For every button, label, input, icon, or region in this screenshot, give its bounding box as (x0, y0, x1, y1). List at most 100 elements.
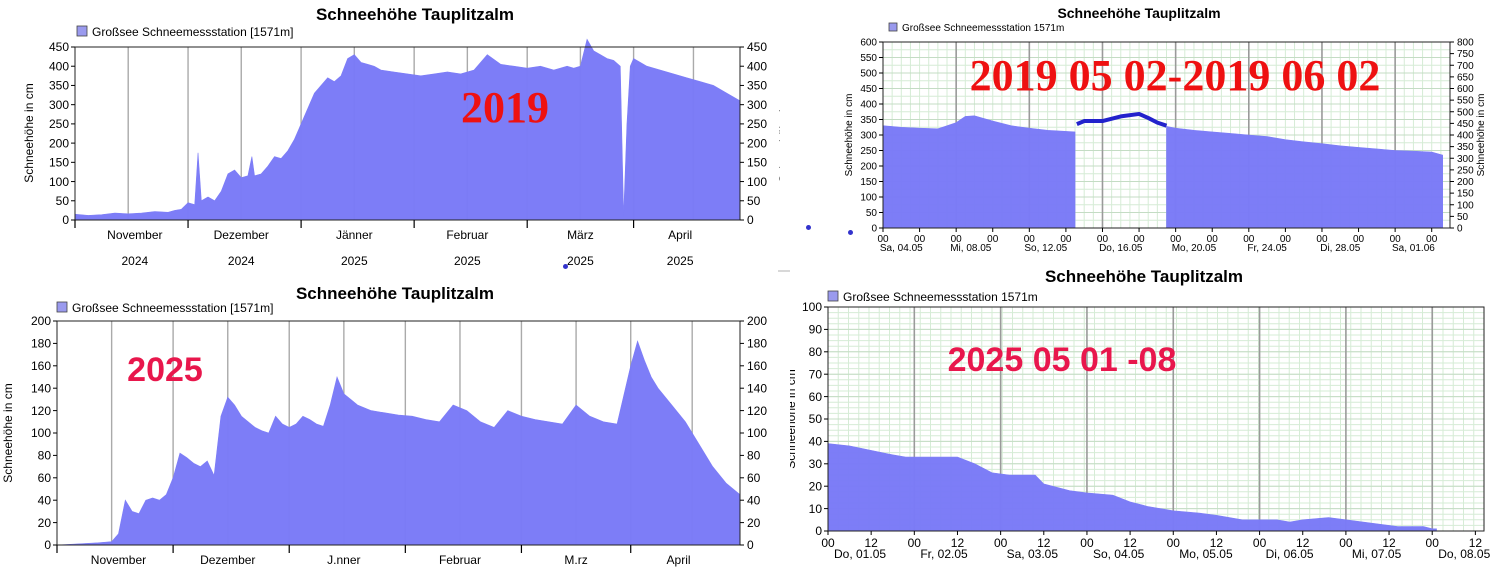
marker-dot (563, 264, 568, 269)
y-tick-label-right: 120 (747, 404, 767, 418)
y-tick-label-right: 160 (747, 359, 767, 373)
x-year-label: 2024 (121, 254, 148, 268)
x-year-label: 2025 (341, 254, 368, 268)
x-tick-label: 00 (1280, 234, 1292, 245)
chart-panel-2019: Schneehöhe Tauplitzalm Großsee Schneemess… (0, 0, 780, 272)
y-tick-label-right: 140 (747, 381, 767, 395)
y-tick-label: 100 (49, 175, 69, 189)
y-tick-label: 140 (31, 381, 51, 395)
chart-title: Schneehöhe Tauplitzalm (316, 5, 514, 24)
y-tick-label: 350 (860, 115, 877, 126)
overlay-annotation: 2025 (127, 351, 203, 389)
x-tick-label: 00 (914, 234, 926, 245)
x-tick-label: 00 (1316, 234, 1328, 245)
y-tick-label-right: 180 (747, 337, 767, 351)
x-month-label: J.nner (327, 553, 360, 567)
x-tick-label: 00 (1426, 234, 1438, 245)
x-tick-label: 12 (1037, 536, 1051, 550)
x-tick-label: 12 (1123, 536, 1137, 550)
overlay-annotation: 2019 (461, 83, 549, 132)
y-tick-label: 100 (802, 300, 822, 314)
y-tick-label: 150 (860, 177, 877, 188)
x-tick-label: 00 (1390, 234, 1402, 245)
series-area (1166, 125, 1443, 229)
y-tick-label-right: 0 (747, 538, 754, 552)
y-tick-label: 100 (31, 426, 51, 440)
legend-label: Großsee Schneemessstation 1571m (902, 23, 1064, 34)
x-tick-label: 12 (1382, 536, 1396, 550)
x-day-label: Mo, 05.05 (1179, 547, 1233, 561)
x-month-label: Februar (439, 553, 481, 567)
y-tick-label: 0 (871, 224, 877, 235)
y-tick-label-right: 200 (747, 314, 767, 328)
y-tick-label-right: 0 (1457, 224, 1463, 235)
y-axis-label: Schneehöhe in cm (1, 383, 15, 482)
y-tick-label: 200 (49, 136, 69, 150)
x-tick-label: 00 (1253, 536, 1267, 550)
y-tick-label-right: 350 (747, 79, 767, 93)
y-tick-label: 90 (809, 323, 823, 337)
y-tick-label: 0 (44, 538, 51, 552)
legend-label: Großsee Schneemessstation [1571m] (92, 25, 293, 39)
y-tick-label: 0 (815, 524, 822, 538)
chart-2025-may-01-08: Schneehöhe Tauplitzalm Großsee Schneemess… (790, 267, 1491, 561)
y-tick-label: 300 (860, 131, 877, 142)
y-tick-label-right: 250 (747, 117, 767, 131)
x-day-label: Di, 28.05 (1320, 243, 1360, 254)
x-month-label: April (668, 228, 692, 242)
x-tick-label: 00 (1207, 234, 1219, 245)
y-tick-label-right: 500 (1457, 107, 1474, 118)
x-day-label: Sa, 04.05 (880, 243, 923, 254)
chart-title: Schneehöhe Tauplitzalm (1057, 5, 1220, 21)
x-month-label: Dezember (200, 553, 255, 567)
y-axis-label-right: Schneehöhe in cm (1476, 94, 1487, 177)
y-tick-label-right: 650 (1457, 72, 1474, 83)
y-tick-label-right: 450 (1457, 119, 1474, 130)
x-tick-label: 00 (1243, 234, 1255, 245)
y-tick-label-right: 300 (747, 98, 767, 112)
y-tick-label: 100 (860, 193, 877, 204)
y-tick-label-right: 20 (747, 516, 761, 530)
x-tick-label: 00 (821, 536, 835, 550)
x-month-label: November (107, 228, 162, 242)
y-axis-label: Schneehöhe in cm (790, 369, 798, 468)
x-day-label: Do, 08.05 (1438, 547, 1490, 561)
plot-frame (74, 46, 741, 221)
x-tick-label: 00 (1339, 536, 1353, 550)
y-tick-label-right: 100 (747, 175, 767, 189)
y-tick-label: 50 (809, 412, 823, 426)
x-year-label: 2025 (567, 254, 594, 268)
y-tick-label: 200 (31, 314, 51, 328)
y-tick-label: 550 (860, 53, 877, 64)
x-tick-label: 00 (1080, 536, 1094, 550)
x-tick-label: 00 (908, 536, 922, 550)
x-month-label: November (91, 553, 146, 567)
x-tick-label: 12 (1296, 536, 1310, 550)
series-area (56, 340, 741, 546)
y-tick-label: 250 (49, 117, 69, 131)
y-tick-label: 0 (62, 213, 69, 227)
x-tick-label: 12 (1210, 536, 1224, 550)
y-tick-label: 450 (49, 40, 69, 54)
y-tick-label: 80 (38, 449, 52, 463)
series-area (74, 38, 741, 221)
y-tick-label: 120 (31, 404, 51, 418)
x-tick-label: 00 (1353, 234, 1365, 245)
x-month-label: Februar (446, 228, 488, 242)
x-day-label: So, 12.05 (1024, 243, 1067, 254)
y-tick-label-right: 150 (1457, 189, 1474, 200)
y-tick-label-right: 50 (1457, 212, 1469, 223)
chart-2025-season: Schneehöhe Tauplitzalm Großsee Schneemess… (1, 284, 767, 567)
y-tick-label: 200 (860, 162, 877, 173)
x-tick-label: 00 (1134, 234, 1146, 245)
y-tick-label-right: 40 (747, 493, 761, 507)
chart-2019-season: Schneehöhe Tauplitzalm Großsee Schneemess… (22, 5, 780, 268)
y-tick-label: 40 (38, 493, 52, 507)
y-tick-label: 150 (49, 156, 69, 170)
chart-title: Schneehöhe Tauplitzalm (1045, 267, 1243, 286)
x-day-label: Mi, 07.05 (1352, 547, 1402, 561)
y-axis-label-right: Schneehöhe in cm (777, 83, 780, 182)
series-area (827, 443, 1437, 532)
y-tick-label: 50 (866, 208, 878, 219)
x-tick-label: 00 (1060, 234, 1072, 245)
